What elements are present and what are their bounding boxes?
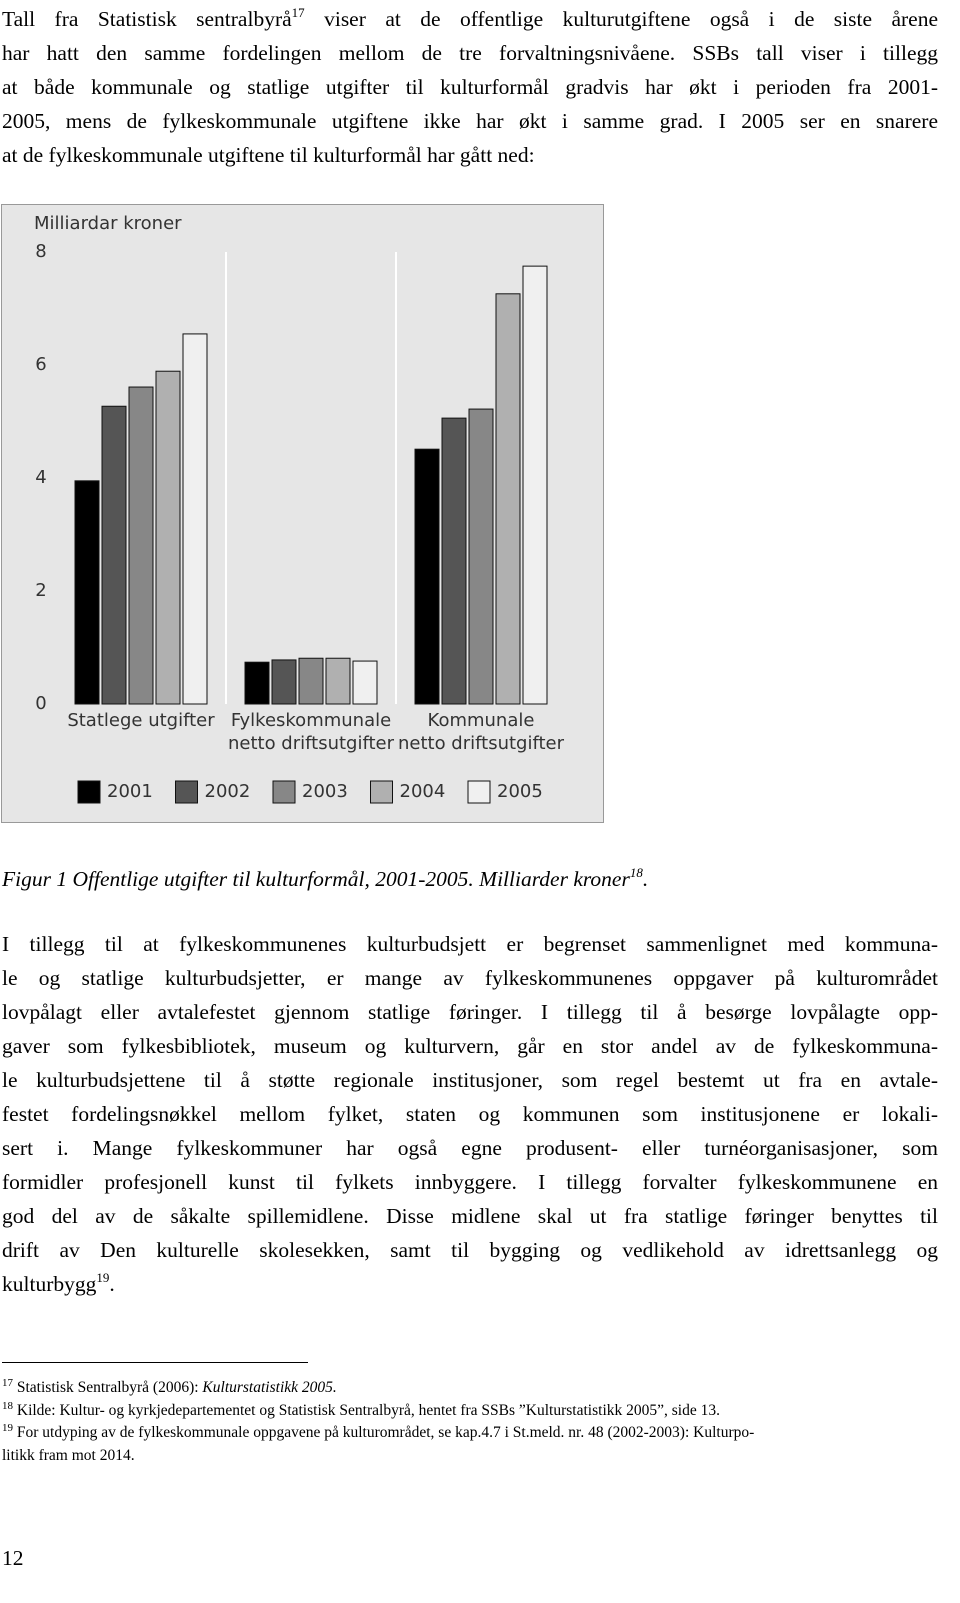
footnote-number: 18	[2, 1400, 13, 1412]
text-line: le kulturbudsjettene til å støtte region…	[2, 1068, 938, 1092]
legend-swatch	[467, 780, 491, 804]
x-tick-label: Fylkeskommunale	[231, 710, 391, 731]
text-line: festet fordelingsnøkkel mellom fylket, s…	[2, 1102, 938, 1126]
text-line: le og statlige kulturbudsjetter, er mang…	[2, 966, 938, 990]
footnote: 18 Kilde: Kultur- og kyrkjedepartementet…	[2, 1401, 938, 1421]
bar	[325, 657, 351, 705]
footnote-text: Statistisk Sentralbyrå (2006):	[16, 1379, 203, 1396]
text: viser at de offentlige kulturutgiftene o…	[304, 7, 938, 31]
text-line: Tall fra Statistisk sentralbyrå17 viser …	[2, 6, 938, 32]
legend-label: 2004	[400, 781, 446, 802]
text-line: drift av Den kulturelle skolesekken, sam…	[2, 1238, 938, 1262]
x-tick-label: netto driftsutgifter	[228, 733, 395, 754]
bar	[101, 405, 127, 705]
y-tick-label: 8	[35, 241, 46, 262]
text-line: at de fylkeskommunale utgiftene til kult…	[2, 143, 535, 167]
footnote-ref: 17	[291, 5, 305, 20]
footnote: litikk fram mot 2014.	[2, 1446, 938, 1466]
text-line: har hatt den samme fordelingen mellom de…	[2, 41, 938, 65]
legend-swatch	[272, 780, 296, 804]
text-line: sert i. Mange fylkeskommuner har også eg…	[2, 1136, 938, 1160]
text-line: gaver som fylkesbibliotek, museum og kul…	[2, 1034, 938, 1058]
bar	[182, 333, 208, 705]
footnote-text: For utdyping av de fylkeskommunale oppga…	[16, 1424, 755, 1441]
bar	[495, 293, 521, 705]
legend-label: 2005	[497, 781, 543, 802]
legend-label: 2003	[302, 781, 348, 802]
text: kulturbygg	[2, 1272, 97, 1296]
text-line: at både kommunale og statlige utgifter t…	[2, 75, 938, 99]
footnote: 19 For utdyping av de fylkeskommunale op…	[2, 1423, 938, 1443]
bar	[414, 448, 440, 705]
text-line: kulturbygg19.	[2, 1271, 938, 1297]
caption-text: .	[642, 867, 649, 891]
legend-swatch	[175, 780, 198, 804]
legend-label: 2002	[205, 781, 251, 802]
y-tick-label: 2	[35, 580, 46, 601]
bar	[352, 660, 378, 705]
bar	[155, 370, 181, 705]
text-line: 2005, mens de fylkeskommunale utgiftene …	[2, 109, 938, 133]
bar	[441, 417, 467, 705]
x-tick-label: netto driftsutgifter	[398, 733, 565, 754]
footnote: 17 Statistisk Sentralbyrå (2006): Kultur…	[2, 1378, 938, 1398]
footnote-ref: 19	[96, 1270, 110, 1285]
x-tick-label: Kommunale	[428, 710, 535, 731]
text: .	[109, 1272, 115, 1296]
bar	[271, 659, 297, 705]
page-number: 12	[2, 1546, 24, 1570]
bar	[74, 480, 100, 705]
text-line: god del av de såkalte spillemidlene. Dis…	[2, 1204, 938, 1228]
legend-swatch	[77, 780, 101, 804]
legend-label: 2001	[107, 781, 153, 802]
bar	[468, 408, 494, 705]
legend-swatch	[370, 780, 393, 804]
caption-text: Figur 1 Offentlige utgifter til kulturfo…	[2, 867, 630, 891]
y-tick-label: 4	[35, 467, 46, 488]
footnote-rule	[2, 1362, 308, 1363]
text-line: lovpålagt eller avtalefestet gjennom sta…	[2, 1000, 938, 1024]
y-tick-label: 6	[35, 354, 46, 375]
y-tick-label: 0	[35, 693, 46, 714]
footnote-number: 17	[2, 1377, 13, 1389]
text-line: I tillegg til at fylkeskommunenes kultur…	[2, 932, 938, 956]
y-axis-title: Milliardar kroner	[34, 213, 182, 234]
footnote-text: litikk fram mot 2014.	[2, 1447, 135, 1464]
text: Tall fra Statistisk sentralbyrå	[2, 7, 292, 31]
figure-caption: Figur 1 Offentlige utgifter til kulturfo…	[2, 866, 938, 892]
footnote-text: Kilde: Kultur- og kyrkjedepartementet og…	[16, 1402, 720, 1419]
footnote-title: Kulturstatistikk 2005.	[202, 1379, 337, 1396]
text-line: formidler profesjonell kunst til fylkets…	[2, 1170, 938, 1194]
bar	[128, 386, 154, 705]
footnote-ref: 18	[629, 865, 643, 880]
bar	[522, 265, 548, 705]
bar	[298, 657, 324, 705]
bar	[244, 661, 270, 705]
footnote-number: 19	[2, 1422, 13, 1434]
chart: Milliardar kroner 0 2 4 6 8 Statlege utgifter…	[1, 204, 604, 823]
x-tick-label: Statlege utgifter	[67, 710, 215, 731]
